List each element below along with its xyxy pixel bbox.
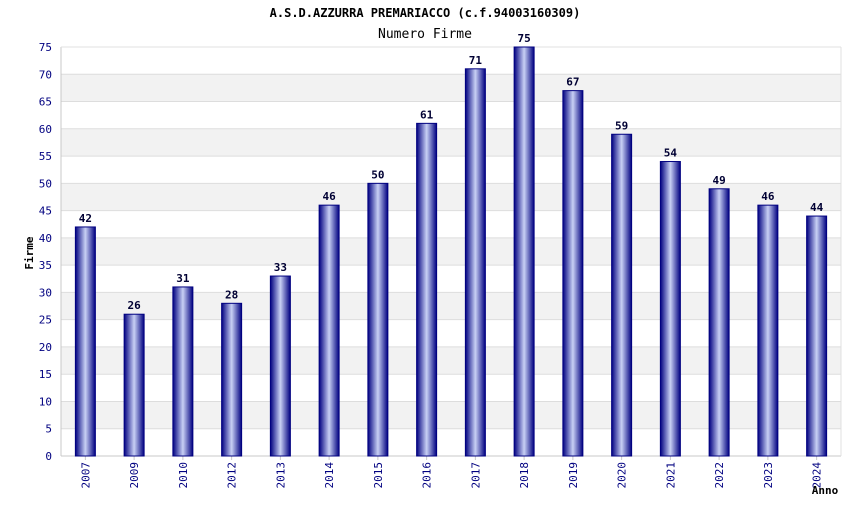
data-label: 42 xyxy=(79,212,92,225)
bar xyxy=(708,188,730,457)
data-label: 71 xyxy=(469,54,483,67)
data-label: 26 xyxy=(128,299,142,312)
y-tick-label: 55 xyxy=(39,150,52,163)
x-tick-label: 2015 xyxy=(372,462,385,489)
grid-band xyxy=(61,74,841,102)
x-tick-label: 2020 xyxy=(616,462,629,489)
x-tick-label: 2007 xyxy=(79,462,92,489)
bar xyxy=(562,90,584,457)
data-label: 46 xyxy=(761,190,775,203)
bar xyxy=(416,122,438,457)
y-tick-label: 20 xyxy=(39,341,52,354)
data-label: 61 xyxy=(420,108,434,121)
x-tick-label: 2023 xyxy=(762,462,775,489)
chart-subtitle: Numero Firme xyxy=(378,27,472,42)
x-tick-label: 2012 xyxy=(226,462,239,489)
y-tick-label: 30 xyxy=(39,286,52,299)
data-label: 75 xyxy=(518,32,531,45)
x-tick-label: 2013 xyxy=(274,462,287,489)
data-label: 49 xyxy=(713,174,726,187)
data-label: 50 xyxy=(371,168,384,181)
bar xyxy=(464,68,486,457)
x-tick-label: 2010 xyxy=(177,462,190,489)
x-tick-label: 2009 xyxy=(128,462,141,489)
y-axis-label: Firme xyxy=(23,236,36,269)
bar xyxy=(806,215,828,457)
x-tick-label: 2016 xyxy=(421,462,434,489)
bar xyxy=(318,204,340,457)
data-label: 54 xyxy=(664,147,678,160)
data-label: 46 xyxy=(323,190,337,203)
bar xyxy=(221,302,243,457)
x-tick-label: 2018 xyxy=(518,462,531,489)
x-tick-label: 2022 xyxy=(713,462,726,489)
chart-title: A.S.D.AZZURRA PREMARIACCO (c.f.940031603… xyxy=(270,6,581,20)
data-label: 59 xyxy=(615,119,628,132)
bar xyxy=(123,313,145,457)
bar xyxy=(74,226,96,457)
data-label: 33 xyxy=(274,261,287,274)
y-tick-label: 15 xyxy=(39,368,52,381)
y-tick-label: 10 xyxy=(39,395,52,408)
bar xyxy=(659,161,681,457)
x-tick-label: 2024 xyxy=(811,462,824,489)
bar xyxy=(611,133,633,457)
data-label: 31 xyxy=(176,272,190,285)
x-tick-label: 2021 xyxy=(664,462,677,489)
x-tick-label: 2019 xyxy=(567,462,580,489)
y-tick-label: 40 xyxy=(39,232,52,245)
x-tick-label: 2017 xyxy=(469,462,482,489)
x-tick-label: 2014 xyxy=(323,462,336,489)
bar xyxy=(172,286,194,457)
y-tick-label: 60 xyxy=(39,123,52,136)
y-tick-label: 70 xyxy=(39,68,52,81)
bar xyxy=(367,182,389,457)
y-tick-label: 75 xyxy=(39,41,52,54)
bar xyxy=(269,275,291,457)
x-axis-label: Anno xyxy=(812,484,839,497)
y-tick-label: 0 xyxy=(45,450,52,463)
data-label: 44 xyxy=(810,201,824,214)
y-tick-label: 35 xyxy=(39,259,52,272)
data-label: 67 xyxy=(566,76,579,89)
y-tick-label: 65 xyxy=(39,96,52,109)
bar xyxy=(757,204,779,457)
bar xyxy=(513,46,535,457)
y-tick-label: 25 xyxy=(39,314,52,327)
grid-band xyxy=(61,128,841,157)
y-tick-label: 50 xyxy=(39,177,52,190)
y-tick-label: 5 xyxy=(45,423,52,436)
data-label: 28 xyxy=(225,288,238,301)
y-tick-label: 45 xyxy=(39,205,52,218)
